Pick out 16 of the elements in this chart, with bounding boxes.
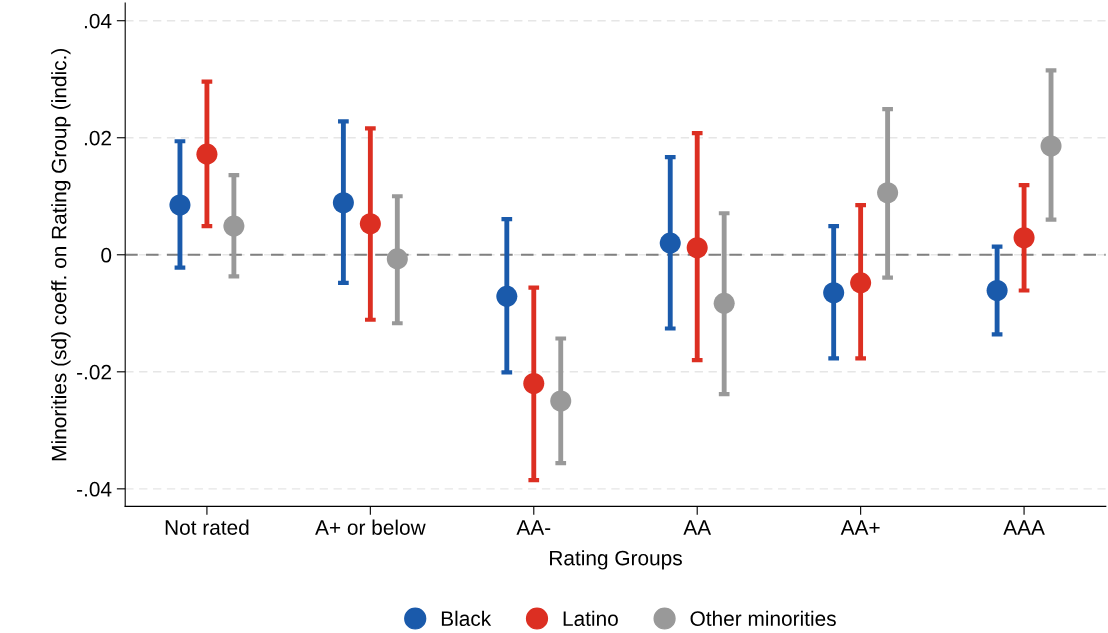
x-tick-label: AAA	[1003, 520, 1045, 535]
x-tick-label: Not rated	[165, 519, 249, 535]
y-tick-label: -.04	[77, 481, 112, 497]
x-axis-title: Rating Groups	[550, 550, 682, 570]
x-tick-label: AA-	[516, 520, 551, 535]
legend-label: Other minorities	[690, 610, 836, 626]
x-tick-label: AA	[683, 520, 712, 535]
y-axis-title: Minorities (sd) coeff. on Rating Group (indic.)	[51, 48, 71, 461]
legend-label: Black	[441, 610, 492, 626]
y-tick-label: -.02	[77, 364, 111, 380]
x-tick-label: AA+	[840, 520, 880, 535]
y-tick-label: .02	[84, 130, 111, 146]
x-tick-label: A+ or below	[315, 519, 426, 535]
y-tick-label: 0	[101, 247, 112, 263]
y-tick-label: .04	[84, 13, 112, 29]
legend-label: Latino	[563, 610, 618, 626]
